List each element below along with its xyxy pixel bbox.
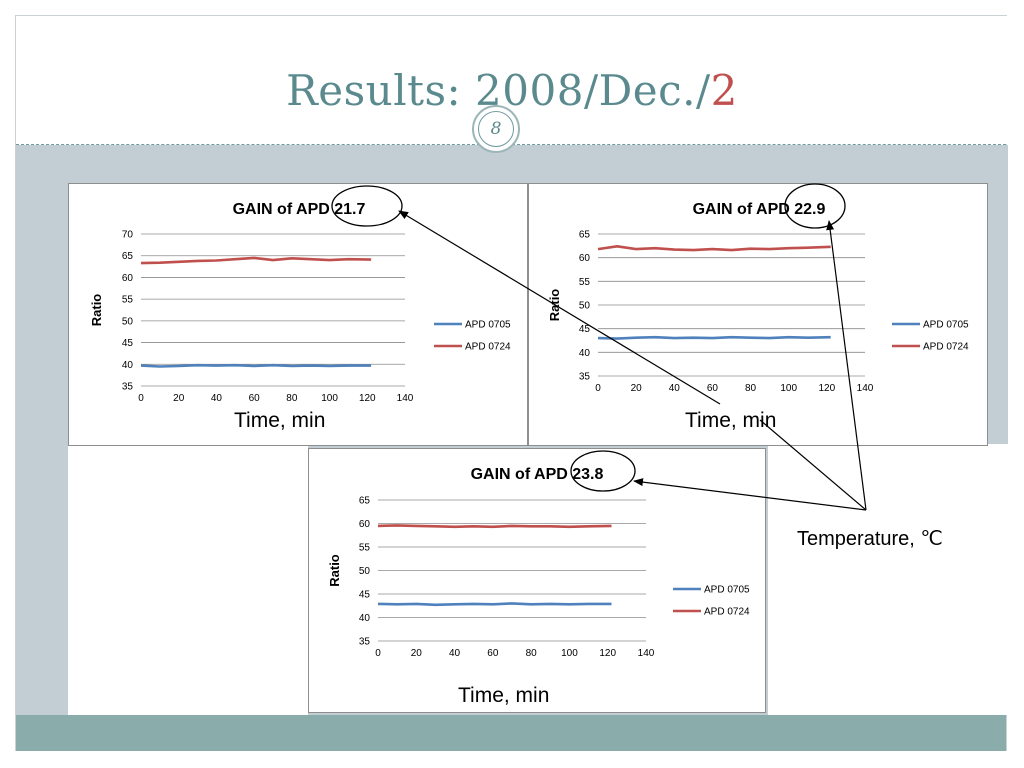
time-axis-label-2: Time, min [681, 409, 781, 433]
chart-panel-gain-22-9: GAIN of APD 22.9 35 40 45 50 55 60 65 0 20 40 60 80 1… [528, 183, 988, 446]
y-tick-label: 40 [122, 360, 134, 371]
chart-title: GAIN of APD 21.7 [233, 201, 366, 218]
series-line-apd-0724 [377, 524, 612, 529]
chart-title-temperature: 21.7 [334, 201, 365, 218]
chart-gain-21-7: GAIN of APD 21.7 35 40 45 50 55 60 65 70 0 20 40 60 8… [89, 201, 511, 404]
y-tick-label: 70 [122, 230, 134, 241]
series-line-apd-0724 [597, 244, 831, 252]
chart-title-temperature: 22.9 [794, 201, 825, 218]
y-tick-label: 40 [359, 613, 371, 624]
slide-title-accent: 2 [710, 66, 738, 115]
y-tick-label: 60 [579, 253, 591, 264]
y-axis-label: Ratio [89, 294, 104, 327]
y-tick-label: 65 [579, 230, 591, 241]
series-line-apd-0705 [597, 335, 831, 340]
x-tick-label: 0 [375, 648, 381, 659]
x-tick-label: 120 [359, 393, 376, 404]
x-tick-label: 20 [631, 383, 643, 394]
x-tick-label: 20 [173, 393, 185, 404]
y-tick-label: 60 [359, 519, 371, 530]
legend-label: APD 0724 [465, 342, 511, 353]
footer-band [16, 715, 1006, 751]
x-tick-label: 100 [321, 393, 338, 404]
y-tick-label: 55 [579, 277, 591, 288]
chart-title-temperature: 23.8 [572, 466, 603, 483]
series-line-apd-0724 [140, 256, 372, 265]
chart-title: GAIN of APD 22.9 [693, 201, 826, 218]
x-tick-label: 40 [449, 648, 461, 659]
time-axis-label-1: Time, min [230, 409, 330, 433]
chart-gain-22-9: GAIN of APD 22.9 35 40 45 50 55 60 65 0 20 40 60 80 1… [547, 201, 969, 394]
y-axis-label: Ratio [327, 554, 342, 587]
x-tick-label: 140 [857, 383, 874, 394]
legend-label: APD 0724 [704, 607, 750, 618]
y-tick-label: 40 [579, 348, 591, 359]
y-tick-label: 60 [122, 273, 134, 284]
y-tick-label: 45 [579, 324, 591, 335]
chart-title-prefix: GAIN of APD [693, 201, 795, 218]
x-tick-label: 0 [595, 383, 601, 394]
x-tick-label: 100 [561, 648, 578, 659]
x-tick-label: 20 [411, 648, 423, 659]
chart-title-prefix: GAIN of APD [233, 201, 335, 218]
chart-title-prefix: GAIN of APD [471, 466, 573, 483]
y-tick-label: 65 [122, 251, 134, 262]
y-axis-label: Ratio [547, 289, 562, 322]
chart-panel-gain-21-7: GAIN of APD 21.7 35 40 45 50 55 60 65 70 0 20 40 60 8… [68, 183, 528, 446]
y-tick-label: 65 [359, 496, 371, 507]
temperature-label: Temperature, ℃ [797, 528, 943, 550]
y-tick-label: 35 [359, 637, 371, 648]
x-tick-label: 60 [707, 383, 719, 394]
x-tick-label: 80 [745, 383, 757, 394]
y-tick-label: 35 [122, 382, 134, 393]
x-tick-label: 80 [526, 648, 538, 659]
legend-label: APD 0724 [923, 342, 969, 353]
y-tick-label: 45 [122, 338, 134, 349]
chart-gain-23-8: GAIN of APD 23.8 35 40 45 50 55 60 65 0 20 40 60 80 1… [327, 466, 750, 659]
legend-label: APD 0705 [704, 585, 750, 596]
y-tick-label: 50 [122, 316, 134, 327]
x-tick-label: 60 [487, 648, 499, 659]
page-number: 8 [478, 111, 514, 147]
y-tick-label: 50 [579, 301, 591, 312]
y-tick-label: 50 [359, 566, 371, 577]
series-line-apd-0705 [377, 602, 612, 607]
x-tick-label: 80 [286, 393, 298, 404]
x-tick-label: 120 [599, 648, 616, 659]
x-tick-label: 40 [669, 383, 681, 394]
legend-label: APD 0705 [923, 320, 969, 331]
slide-title: Results: 2008/Dec./2 [16, 66, 1008, 115]
series-line-apd-0705 [140, 363, 372, 368]
y-tick-label: 55 [359, 543, 371, 554]
legend-label: APD 0705 [465, 320, 511, 331]
content-background-left [68, 444, 308, 715]
x-tick-label: 120 [819, 383, 836, 394]
x-tick-label: 100 [780, 383, 797, 394]
y-tick-label: 35 [579, 372, 591, 383]
y-tick-label: 45 [359, 590, 371, 601]
page-number-badge: 8 [472, 105, 520, 153]
x-tick-label: 140 [638, 648, 655, 659]
chart-title: GAIN of APD 23.8 [471, 466, 604, 483]
x-tick-label: 60 [249, 393, 261, 404]
x-tick-label: 0 [138, 393, 144, 404]
x-tick-label: 140 [397, 393, 414, 404]
content-background-right [768, 444, 1008, 715]
time-axis-label-3: Time, min [454, 684, 554, 708]
x-tick-label: 40 [211, 393, 223, 404]
y-tick-label: 55 [122, 295, 134, 306]
chart-panel-gain-23-8: GAIN of APD 23.8 35 40 45 50 55 60 65 0 20 40 60 80 1… [308, 448, 766, 713]
